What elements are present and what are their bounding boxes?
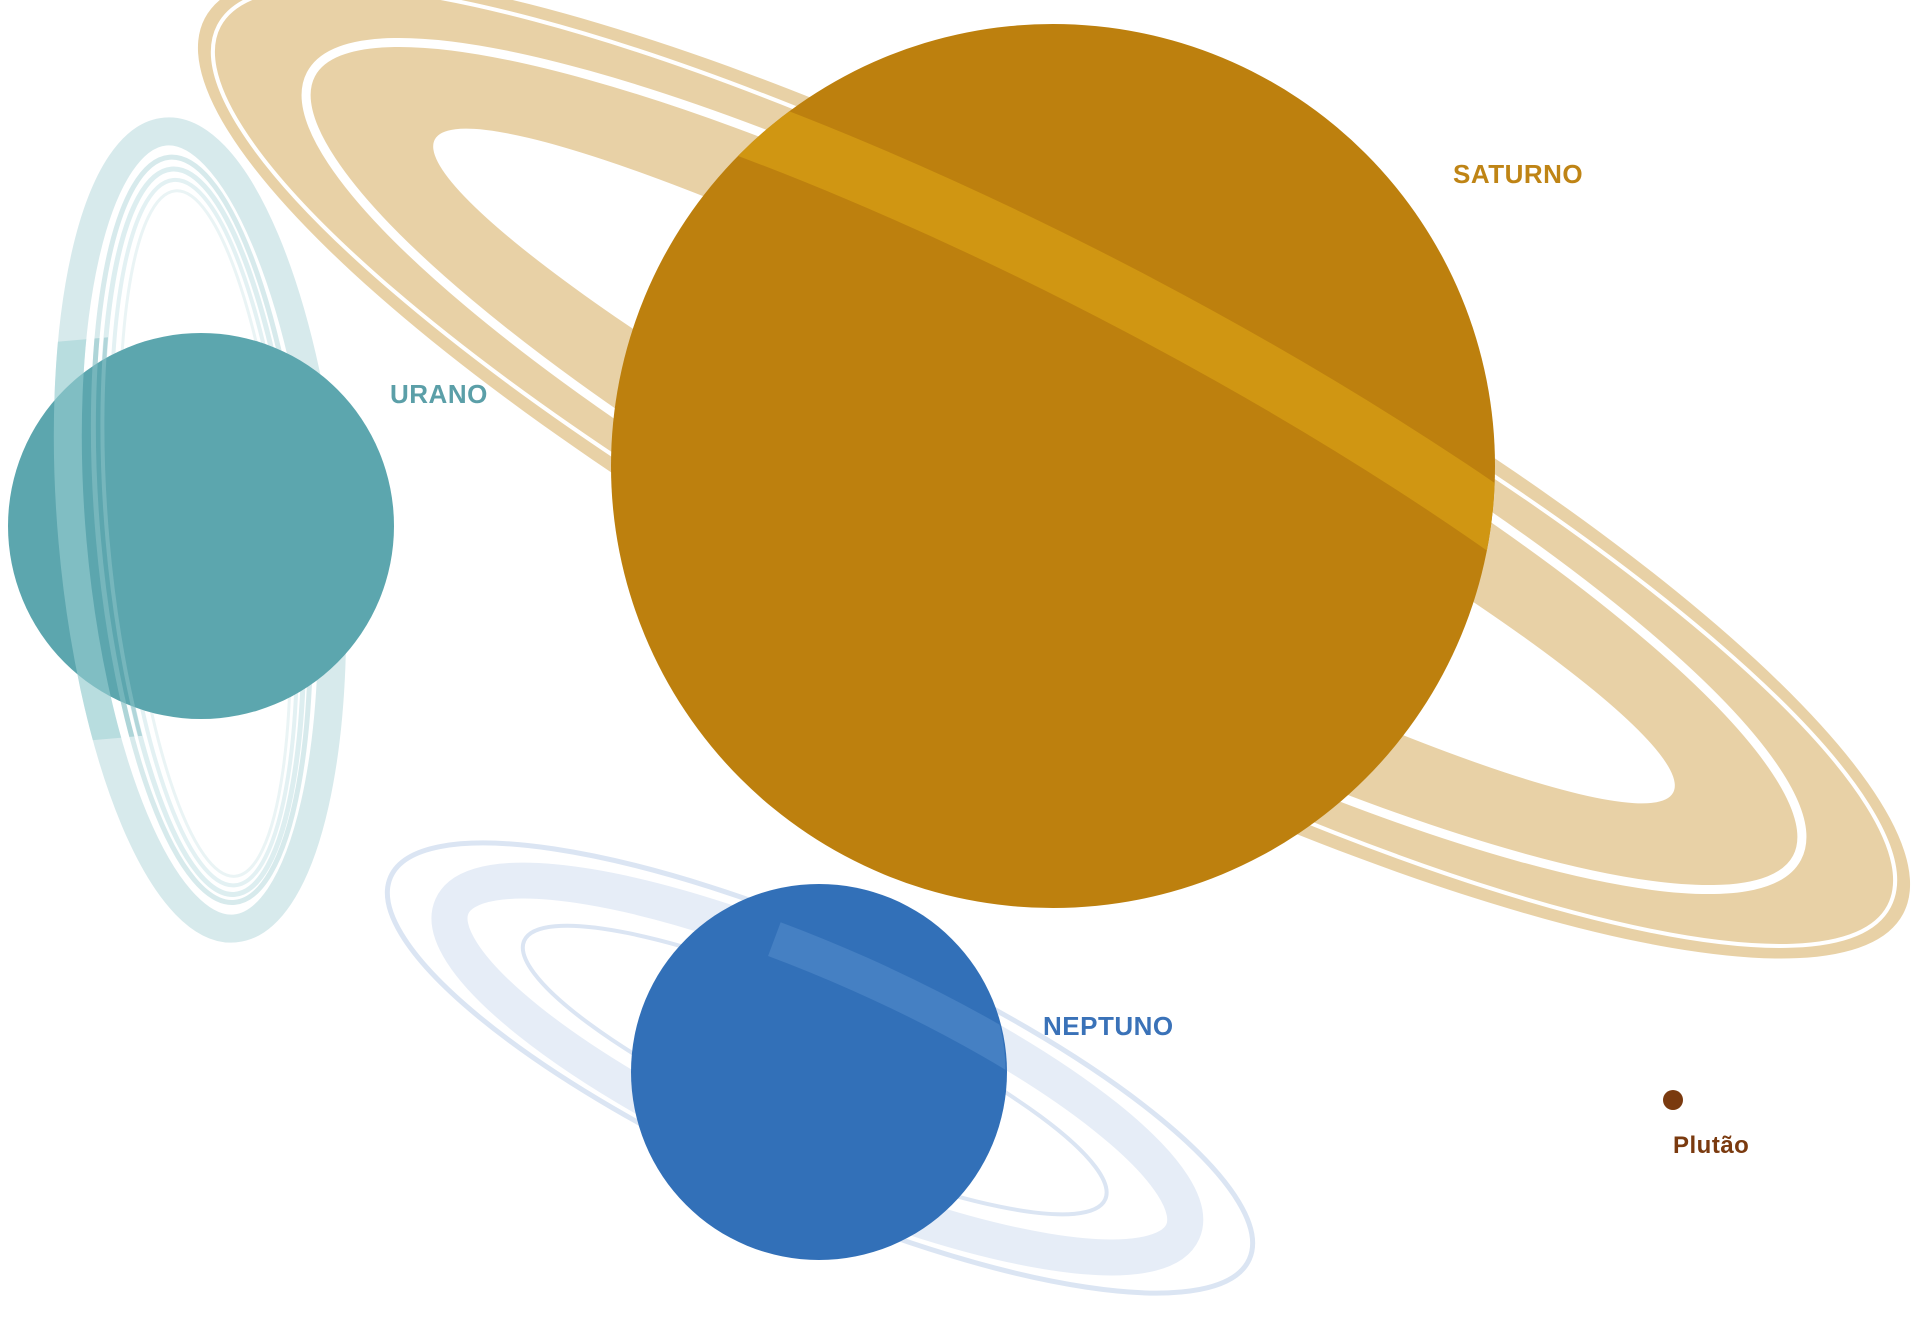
pluto-planet <box>1663 1090 1683 1110</box>
saturn-ring-front <box>611 24 1495 908</box>
saturn-group: SATURNO <box>197 0 1911 959</box>
pluto-group: Plutão <box>1663 1090 1749 1159</box>
saturn-planet <box>611 24 1495 908</box>
pluto-label: Plutão <box>1673 1132 1749 1159</box>
uranus-group: URANO <box>8 117 488 943</box>
saturn-label: SATURNO <box>1453 159 1583 189</box>
neptune-planet <box>631 884 1007 1260</box>
neptune-label: NEPTUNO <box>1043 1011 1174 1041</box>
neptune-group: NEPTUNO <box>384 840 1256 1296</box>
uranus-label: URANO <box>390 379 488 409</box>
uranus-planet <box>8 333 394 719</box>
